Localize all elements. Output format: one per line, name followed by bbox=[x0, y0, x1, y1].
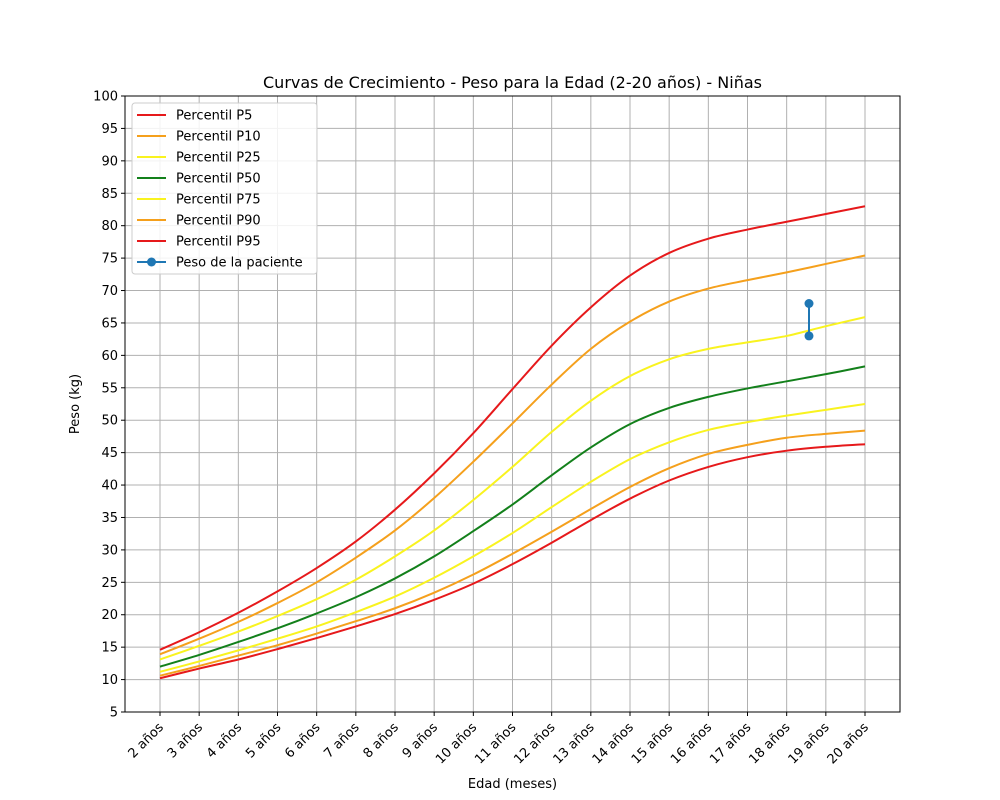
y-tick-label: 60 bbox=[101, 349, 118, 364]
y-tick-label: 65 bbox=[101, 316, 118, 331]
y-tick-label: 90 bbox=[101, 154, 118, 169]
y-tick-label: 75 bbox=[101, 252, 118, 267]
patient-weight-point bbox=[804, 298, 814, 308]
x-axis-title: Edad (meses) bbox=[468, 777, 557, 792]
legend-marker bbox=[147, 257, 156, 267]
y-tick-label: 100 bbox=[93, 90, 118, 105]
y-tick-label: 85 bbox=[101, 187, 118, 202]
legend-label: Percentil P50 bbox=[176, 172, 261, 187]
y-tick-label: 95 bbox=[101, 122, 118, 137]
percentil-p25-line bbox=[159, 403, 866, 673]
series-layer bbox=[159, 205, 866, 680]
percentil-p50-line bbox=[159, 365, 866, 668]
chart-title: Curvas de Crecimiento - Peso para la Eda… bbox=[263, 73, 762, 92]
y-tick-label: 40 bbox=[101, 479, 118, 494]
legend-label: Peso de la paciente bbox=[176, 256, 303, 271]
y-tick-label: 5 bbox=[110, 706, 118, 721]
grid-layer bbox=[125, 95, 900, 713]
legend-label: Percentil P90 bbox=[176, 214, 261, 229]
y-tick-label: 80 bbox=[101, 219, 118, 234]
y-tick-label: 45 bbox=[101, 446, 118, 461]
percentil-p75-line bbox=[159, 316, 866, 661]
y-tick-label: 25 bbox=[101, 576, 118, 591]
y-tick-label: 35 bbox=[101, 511, 118, 526]
y-axis-title: Peso (kg) bbox=[68, 374, 83, 434]
percentil-p90-line bbox=[159, 254, 866, 656]
y-tick-label: 15 bbox=[101, 641, 118, 656]
y-tick-label: 50 bbox=[101, 414, 118, 429]
legend-label: Percentil P5 bbox=[176, 109, 252, 124]
legend-label: Percentil P10 bbox=[176, 130, 261, 145]
legend-label: Percentil P95 bbox=[176, 235, 261, 250]
legend: Percentil P5 Percentil P10 Percentil P25 Pe… bbox=[131, 102, 318, 275]
legend-label: Percentil P25 bbox=[176, 151, 261, 166]
y-tick-label: 30 bbox=[101, 543, 118, 558]
patient-weight-point bbox=[804, 331, 814, 341]
y-tick-label: 20 bbox=[101, 608, 118, 623]
percentil-p10-line bbox=[159, 429, 866, 677]
percentil-p95-line bbox=[159, 205, 866, 651]
legend-box bbox=[131, 102, 318, 275]
percentil-p5-line bbox=[159, 443, 866, 680]
legend-label: Percentil P75 bbox=[176, 193, 261, 208]
y-tick-label: 10 bbox=[101, 673, 118, 688]
y-tick-label: 70 bbox=[101, 284, 118, 299]
y-tick-label: 55 bbox=[101, 381, 118, 396]
patient-layer bbox=[804, 298, 814, 341]
